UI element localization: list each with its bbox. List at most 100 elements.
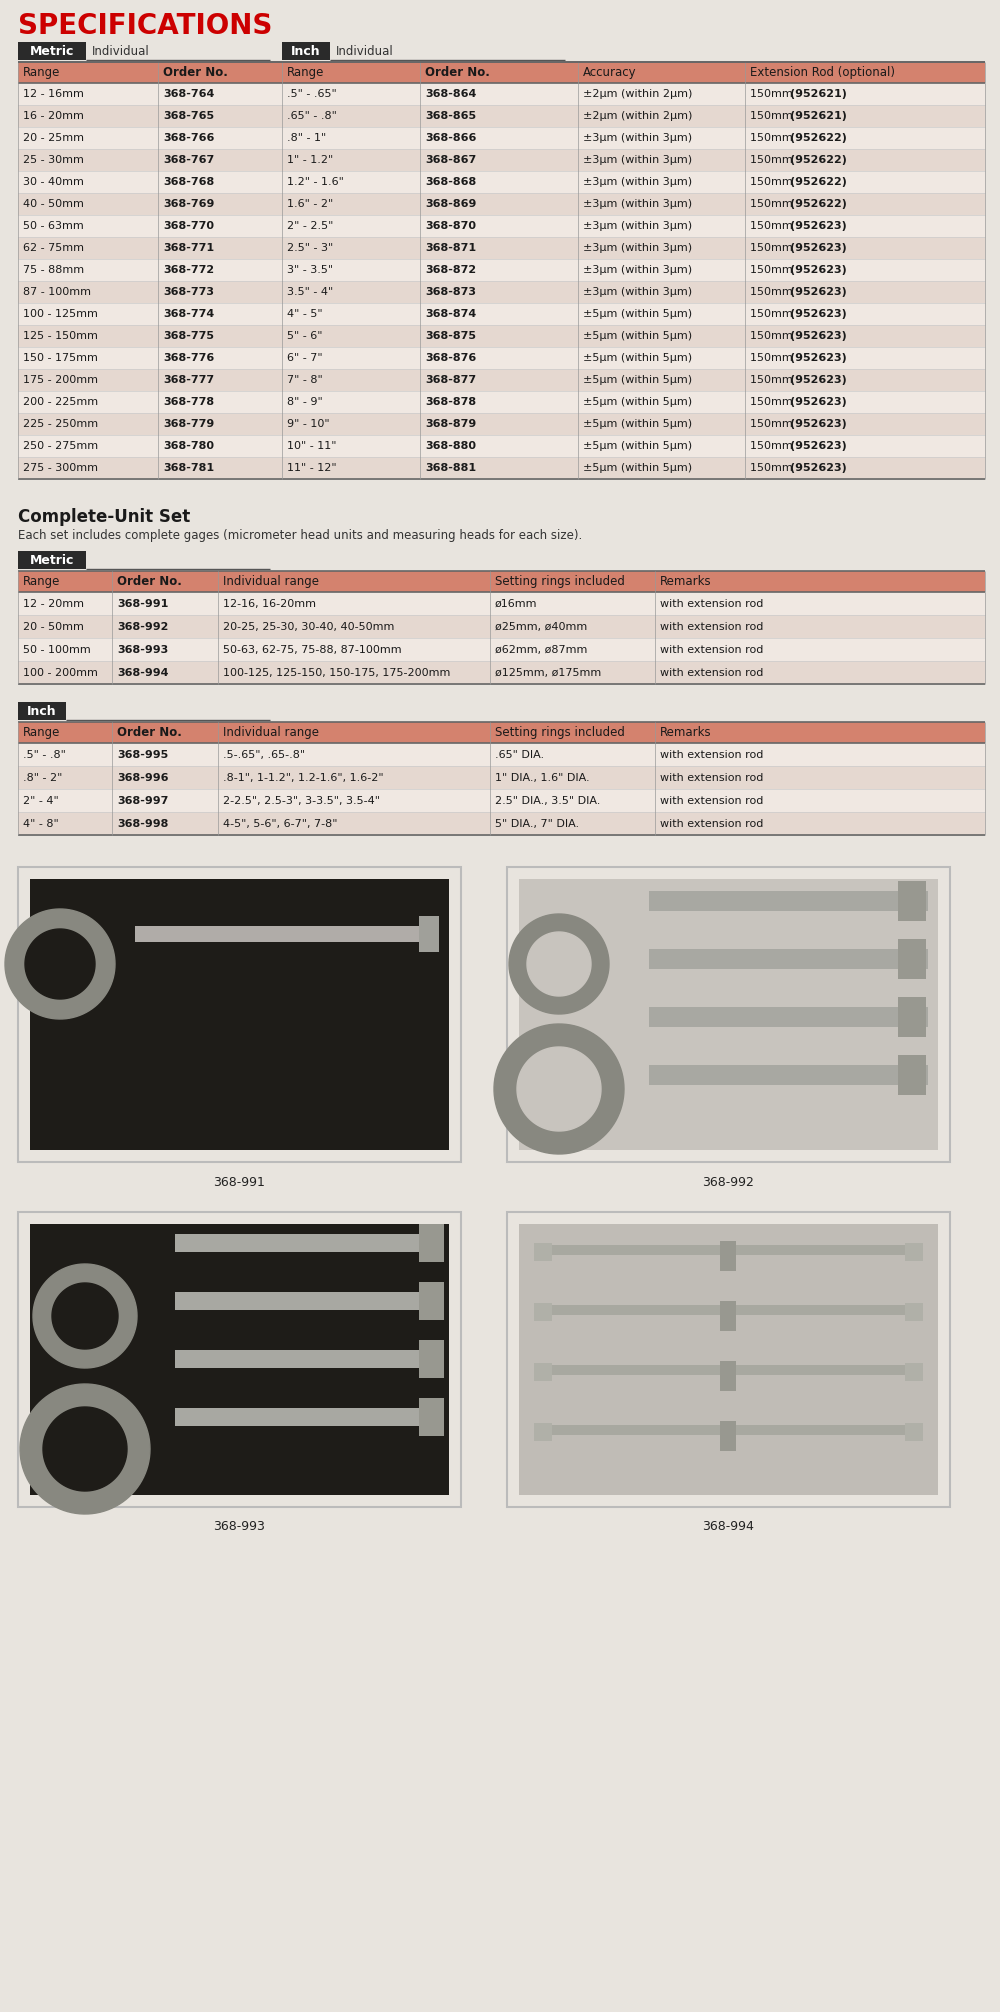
Text: ±3μm (within 3μm): ±3μm (within 3μm) [583, 221, 692, 231]
Bar [534, 1245, 923, 1255]
Text: ±3μm (within 3μm): ±3μm (within 3μm) [583, 243, 692, 254]
Text: 368-864: 368-864 [425, 89, 476, 99]
Text: (952623): (952623) [790, 288, 847, 298]
Text: 368-777: 368-777 [163, 374, 214, 384]
Bar [18, 702, 66, 720]
Bar [720, 1360, 736, 1390]
Polygon shape [527, 932, 591, 996]
Text: ±3μm (within 3μm): ±3μm (within 3μm) [583, 133, 692, 143]
Text: with extension rod: with extension rod [660, 773, 763, 783]
Bar [905, 1243, 923, 1262]
Bar [18, 1211, 461, 1507]
Bar [905, 1304, 923, 1322]
Bar [720, 1302, 736, 1332]
Text: ±3μm (within 3μm): ±3μm (within 3μm) [583, 288, 692, 298]
Bar [18, 282, 985, 304]
Bar [30, 1223, 449, 1495]
Polygon shape [517, 1046, 601, 1131]
Polygon shape [494, 1024, 624, 1155]
Text: 150mm: 150mm [750, 418, 796, 429]
Text: ±2μm (within 2μm): ±2μm (within 2μm) [583, 89, 692, 99]
Text: 4" - 8": 4" - 8" [23, 819, 59, 829]
Bar [18, 127, 985, 149]
Text: Order No.: Order No. [117, 575, 182, 588]
Text: Range: Range [23, 726, 60, 738]
Bar [18, 867, 461, 1163]
Text: 40 - 50mm: 40 - 50mm [23, 199, 84, 209]
Text: with extension rod: with extension rod [660, 598, 763, 608]
Text: (952623): (952623) [790, 221, 847, 231]
Text: 368-874: 368-874 [425, 310, 476, 320]
Bar [419, 1340, 444, 1378]
Text: Metric: Metric [30, 44, 74, 58]
Bar [175, 1292, 444, 1310]
Text: 12-16, 16-20mm: 12-16, 16-20mm [223, 598, 316, 608]
Text: 368-880: 368-880 [425, 441, 476, 451]
Text: 150mm: 150mm [750, 463, 796, 473]
Text: (952622): (952622) [790, 155, 847, 165]
Text: (952623): (952623) [790, 352, 847, 362]
Text: ±5μm (within 5μm): ±5μm (within 5μm) [583, 396, 692, 406]
Text: Remarks: Remarks [660, 726, 712, 738]
Text: 2.5" - 3": 2.5" - 3" [287, 243, 333, 254]
Text: 150mm: 150mm [750, 310, 796, 320]
Text: (952623): (952623) [790, 463, 847, 473]
Text: Each set includes complete gages (micrometer head units and measuring heads for : Each set includes complete gages (microm… [18, 529, 582, 541]
Text: 5" - 6": 5" - 6" [287, 332, 322, 340]
Text: (952623): (952623) [790, 266, 847, 276]
Polygon shape [20, 1384, 150, 1513]
Bar [655, 722, 985, 742]
Text: 150mm: 150mm [750, 111, 796, 121]
Text: 150mm: 150mm [750, 221, 796, 231]
Text: .8" - 2": .8" - 2" [23, 773, 62, 783]
Bar [18, 149, 985, 171]
Text: 150 - 175mm: 150 - 175mm [23, 352, 98, 362]
Text: 250 - 275mm: 250 - 275mm [23, 441, 98, 451]
Bar [649, 1064, 928, 1084]
Text: 368-871: 368-871 [425, 243, 476, 254]
Bar [490, 722, 655, 742]
Text: .5" - .65": .5" - .65" [287, 89, 337, 99]
Bar [898, 940, 926, 980]
Bar [507, 867, 950, 1163]
Bar [534, 1424, 923, 1435]
Text: 50 - 100mm: 50 - 100mm [23, 644, 91, 654]
Text: .65" DIA.: .65" DIA. [495, 750, 544, 759]
Text: 50-63, 62-75, 75-88, 87-100mm: 50-63, 62-75, 75-88, 87-100mm [223, 644, 402, 654]
Text: 62 - 75mm: 62 - 75mm [23, 243, 84, 254]
Text: 150mm: 150mm [750, 332, 796, 340]
Text: (952623): (952623) [790, 418, 847, 429]
Bar [30, 879, 449, 1151]
Text: 150mm: 150mm [750, 133, 796, 143]
Text: Order No.: Order No. [425, 66, 490, 78]
Text: (952621): (952621) [790, 111, 847, 121]
Bar [578, 62, 745, 82]
Polygon shape [52, 1284, 118, 1348]
Bar [649, 891, 928, 911]
Text: (952623): (952623) [790, 310, 847, 320]
Text: 3" - 3.5": 3" - 3.5" [287, 266, 333, 276]
Bar [507, 1211, 950, 1507]
Text: 150mm: 150mm [750, 441, 796, 451]
Bar [18, 368, 985, 390]
Text: 368-865: 368-865 [425, 111, 476, 121]
Bar [519, 879, 938, 1151]
Text: 368-779: 368-779 [163, 418, 214, 429]
Bar [720, 1241, 736, 1272]
Bar [218, 722, 490, 742]
Bar [18, 42, 86, 60]
Text: 2" - 4": 2" - 4" [23, 795, 59, 805]
Text: ø16mm: ø16mm [495, 598, 538, 608]
Text: 368-992: 368-992 [117, 622, 168, 632]
Text: .5-.65", .65-.8": .5-.65", .65-.8" [223, 750, 305, 759]
Text: 7" - 8": 7" - 8" [287, 374, 323, 384]
Text: 368-991: 368-991 [214, 1175, 265, 1189]
Bar [18, 435, 985, 457]
Text: with extension rod: with extension rod [660, 795, 763, 805]
Bar [18, 62, 158, 82]
Text: Accuracy: Accuracy [583, 66, 637, 78]
Bar [18, 304, 985, 326]
Bar [898, 998, 926, 1036]
Text: (952622): (952622) [790, 177, 847, 187]
Text: Individual: Individual [92, 44, 150, 58]
